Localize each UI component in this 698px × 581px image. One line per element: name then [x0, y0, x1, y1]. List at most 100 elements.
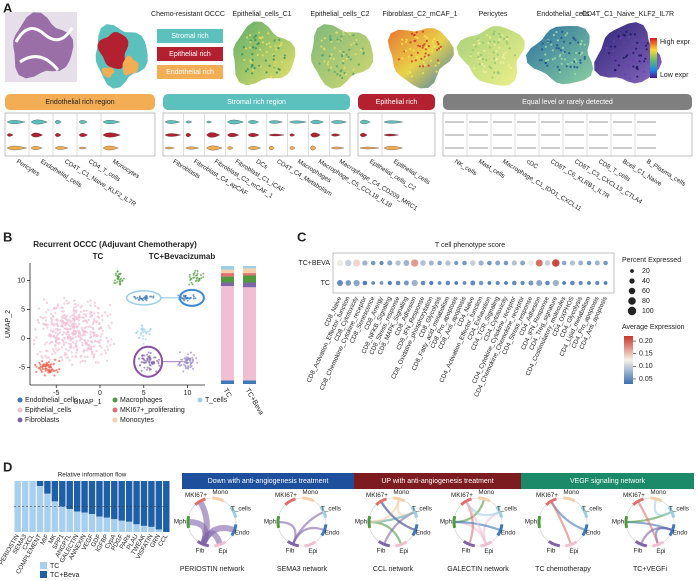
- expression-speck: [482, 58, 485, 61]
- umap-cell: [140, 324, 143, 327]
- umap-cell: [49, 317, 53, 320]
- legend-swatch: [40, 562, 47, 569]
- expression-speck: [479, 57, 482, 60]
- umap-cell: [182, 370, 185, 373]
- umap-cell: [46, 364, 50, 367]
- expression-speck: [349, 33, 352, 36]
- x-tick-label: 0: [98, 390, 102, 397]
- panel-title: Relative information flow: [58, 472, 127, 479]
- flow-bar-tc: [111, 519, 118, 532]
- umap-cell: [50, 320, 53, 324]
- dot: [552, 279, 559, 287]
- umap-cell: [63, 353, 66, 357]
- dot: [362, 280, 368, 286]
- dot: [429, 280, 434, 286]
- umap-cell: [80, 326, 84, 329]
- expression-speck: [420, 57, 423, 61]
- flow-bar-tc-beva: [88, 481, 96, 515]
- umap-cell: [44, 368, 47, 371]
- expression-speck: [322, 54, 325, 57]
- umap-cell: [103, 311, 107, 314]
- expression-speck: [583, 55, 586, 59]
- umap-cell: [87, 318, 91, 322]
- x-tick-label: 10: [184, 390, 192, 397]
- network-title: SEMA3 network: [277, 566, 328, 573]
- umap-cell: [115, 274, 117, 277]
- expression-speck: [330, 40, 333, 43]
- expression-speck: [558, 68, 561, 71]
- umap-cell: [32, 342, 36, 346]
- dot: [336, 259, 344, 267]
- umap-cell: [183, 299, 186, 302]
- expression-speck: [612, 72, 615, 75]
- expression-speck: [410, 54, 413, 57]
- expression-speck: [541, 42, 544, 45]
- dot: [395, 280, 401, 286]
- pathway-label: MK: [47, 533, 58, 545]
- expression-speck: [559, 49, 563, 52]
- network-node: [545, 497, 557, 506]
- flow-bar-tc: [118, 520, 125, 532]
- umap-cell: [73, 314, 76, 318]
- expression-speck: [482, 70, 485, 73]
- expression-speck: [409, 41, 412, 44]
- network-node: [212, 496, 225, 503]
- umap-cell: [90, 348, 93, 351]
- umap-cell: [192, 276, 195, 279]
- expression-speck: [642, 59, 645, 62]
- umap-cell: [100, 346, 103, 349]
- node-label: Epi: [656, 548, 665, 555]
- umap-cell: [65, 299, 68, 303]
- umap-cell: [50, 322, 53, 326]
- umap-cell: [47, 334, 51, 337]
- node-label: Epi: [399, 548, 408, 555]
- expression-speck: [347, 31, 350, 34]
- umap-cell: [144, 360, 147, 363]
- violin: [289, 133, 296, 137]
- network-edge: [639, 526, 673, 545]
- umap-cell: [74, 322, 77, 326]
- node-label: Fib: [634, 547, 643, 554]
- expression-speck: [260, 37, 263, 40]
- umap-cell: [158, 358, 161, 361]
- umap-cell: [184, 357, 187, 360]
- legend-swatch: [40, 571, 47, 578]
- region-group-header: [443, 94, 692, 110]
- network-node: [411, 524, 419, 537]
- umap-cell: [96, 340, 100, 344]
- expression-speck: [243, 58, 246, 62]
- expression-speck: [323, 37, 326, 40]
- umap-cell: [106, 314, 109, 318]
- expression-speck: [268, 42, 271, 45]
- network-node: [286, 540, 300, 548]
- umap-cell: [67, 349, 70, 352]
- dot: [379, 260, 384, 266]
- expression-speck: [546, 64, 549, 67]
- umap-cell: [54, 340, 58, 343]
- expression-speck: [433, 38, 436, 41]
- umap-cell: [93, 301, 97, 304]
- expression-speck: [553, 57, 557, 60]
- flow-bar-tc: [81, 512, 88, 532]
- umap-cell: [60, 356, 63, 359]
- umap-cell: [86, 300, 90, 303]
- expression-speck: [492, 32, 495, 35]
- expression-speck: [502, 53, 505, 56]
- expression-speck: [507, 64, 511, 67]
- umap-cell: [99, 335, 102, 338]
- expression-speck: [410, 75, 413, 78]
- legend-swatch: [17, 397, 23, 403]
- y-tick-label: 10: [17, 277, 25, 284]
- umap-cell: [65, 318, 68, 321]
- expression-speck: [273, 65, 276, 68]
- umap-cell: [141, 298, 144, 301]
- dot: [511, 260, 517, 266]
- network-node: [229, 505, 238, 518]
- flow-bar-tc-beva: [140, 481, 148, 526]
- expression-speck: [636, 68, 639, 71]
- node-label: Fib: [462, 547, 471, 554]
- expression-speck: [436, 48, 439, 52]
- umap-cell: [183, 295, 186, 298]
- umap-cell: [60, 358, 64, 362]
- expression-speck: [555, 46, 558, 50]
